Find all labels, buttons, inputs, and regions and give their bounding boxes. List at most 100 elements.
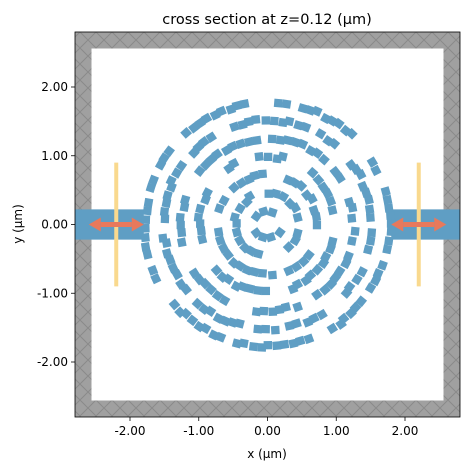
design-pixel xyxy=(327,236,338,247)
design-pixel xyxy=(288,338,299,349)
design-pixel xyxy=(284,197,296,210)
design-pixel xyxy=(267,270,277,280)
design-pixel xyxy=(251,115,261,125)
x-tick-label: 0.00 xyxy=(254,424,281,438)
design-pixel xyxy=(180,307,192,320)
design-pixel xyxy=(200,194,211,206)
design-pixel xyxy=(261,116,271,125)
design-pixel xyxy=(351,273,363,286)
design-pixel xyxy=(154,159,167,171)
design-pixel xyxy=(218,194,230,207)
design-pixel xyxy=(228,181,240,194)
design-pixel xyxy=(356,266,368,278)
design-pixel xyxy=(322,134,334,147)
design-pixel xyxy=(258,169,268,179)
design-pixel xyxy=(199,277,211,290)
design-pixel xyxy=(195,203,206,214)
pml-layer xyxy=(75,32,460,417)
design-pixel xyxy=(176,220,185,230)
design-pixel xyxy=(384,236,394,246)
design-pixel xyxy=(257,268,268,278)
design-pixel xyxy=(196,226,206,236)
design-pixel xyxy=(161,198,172,209)
design-pixel xyxy=(343,250,354,262)
design-pixel xyxy=(292,301,303,313)
design-pixel xyxy=(259,306,269,316)
design-pixel xyxy=(159,207,170,217)
design-pixel xyxy=(366,156,379,168)
design-pixel xyxy=(319,283,331,296)
design-pixel xyxy=(382,194,393,205)
design-pixel xyxy=(272,341,282,351)
design-pixel xyxy=(270,188,281,199)
design-pixel xyxy=(252,135,262,146)
design-pixel xyxy=(263,152,273,162)
design-pixel xyxy=(163,145,175,158)
mode-arrow-head xyxy=(131,217,144,232)
design-pixel xyxy=(204,305,217,318)
y-tick-label: -2.00 xyxy=(37,355,68,369)
design-pixel xyxy=(175,159,188,172)
y-tick-label: 2.00 xyxy=(41,80,68,94)
design-pixel xyxy=(363,244,374,255)
design-pixel xyxy=(237,281,249,292)
design-pixel xyxy=(248,342,259,352)
design-pixel xyxy=(261,286,271,296)
design-pixel xyxy=(282,241,295,253)
design-pixel xyxy=(304,269,317,282)
x-tick-label: 1.00 xyxy=(323,424,350,438)
design-pixel xyxy=(316,308,328,321)
design-pixel xyxy=(238,338,249,349)
design-pixel xyxy=(311,263,324,276)
design-pixel xyxy=(297,103,309,114)
design-pixel xyxy=(250,210,263,223)
pml-hatch xyxy=(75,400,460,417)
design-pixel xyxy=(365,236,376,246)
design-pixel xyxy=(290,260,303,273)
design-pixel xyxy=(269,116,279,126)
structure-layer xyxy=(75,98,460,352)
design-pixel xyxy=(143,197,154,208)
y-axis: -2.00 -1.00 0.00 1.00 2.00 xyxy=(37,80,75,369)
design-pixel xyxy=(277,190,290,203)
design-pixel xyxy=(300,189,313,201)
design-pixel xyxy=(176,237,187,248)
design-pixel xyxy=(213,227,224,237)
design-pixel xyxy=(385,210,395,220)
design-pixel xyxy=(249,266,260,277)
design-pixel xyxy=(263,341,273,350)
design-pixel xyxy=(235,138,247,150)
design-pixel xyxy=(291,318,302,329)
design-pixel xyxy=(214,235,226,246)
design-pixel xyxy=(231,227,242,238)
y-tick-label: 0.00 xyxy=(41,218,68,232)
design-pixel xyxy=(280,302,291,313)
design-pixel xyxy=(160,214,170,224)
pml-hatch xyxy=(75,32,460,49)
design-pixel xyxy=(320,112,332,125)
design-pixel xyxy=(180,127,193,139)
design-pixel xyxy=(222,248,234,261)
design-pixel xyxy=(267,134,277,144)
design-pixel xyxy=(305,145,317,157)
design-pixel xyxy=(239,99,250,109)
design-pixel xyxy=(314,128,327,140)
design-pixel xyxy=(229,121,240,133)
mode-arrow-head xyxy=(434,217,447,232)
design-pixel xyxy=(244,283,256,294)
design-pixel xyxy=(222,273,235,285)
design-pixel xyxy=(199,322,212,335)
design-pixel xyxy=(367,228,377,238)
design-pixel xyxy=(347,213,357,223)
design-pixel xyxy=(168,298,181,311)
design-pixel xyxy=(364,204,375,215)
design-pixel xyxy=(205,131,218,143)
design-pixel xyxy=(188,121,200,134)
design-pixel xyxy=(365,212,375,223)
design-pixel xyxy=(327,205,338,216)
design-pixel xyxy=(380,186,391,197)
design-pixel xyxy=(225,104,237,115)
design-pixel xyxy=(140,232,150,243)
design-pixel xyxy=(142,249,153,260)
design-pixel xyxy=(372,268,384,280)
